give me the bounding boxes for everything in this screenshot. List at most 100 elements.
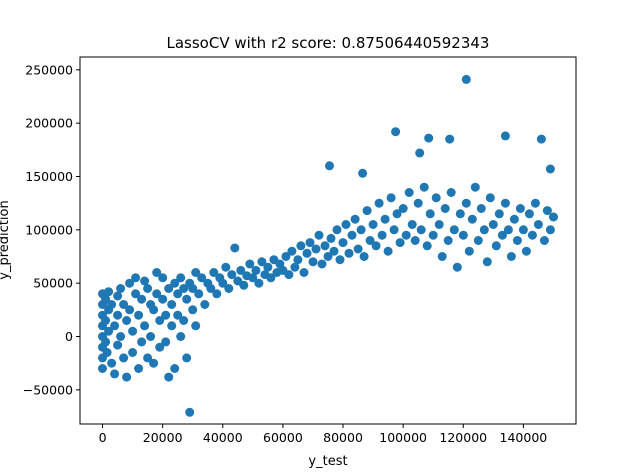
y-tick-label: 150000	[25, 169, 73, 184]
data-point	[494, 209, 504, 219]
data-point	[377, 230, 387, 240]
data-point	[473, 236, 483, 245]
data-point	[140, 276, 150, 286]
data-point	[182, 353, 192, 363]
y-tick-label: −50000	[23, 382, 73, 397]
x-tick-label: 60000	[263, 430, 303, 445]
data-point	[389, 225, 399, 235]
data-point	[110, 369, 120, 379]
x-tick-label: 40000	[203, 430, 243, 445]
data-point	[98, 364, 107, 373]
data-point	[188, 284, 198, 293]
data-point	[302, 248, 312, 258]
data-point	[158, 294, 168, 304]
data-point	[167, 321, 177, 331]
data-point	[368, 220, 378, 229]
axes-frame	[79, 56, 577, 425]
data-point	[395, 238, 405, 248]
data-point	[314, 230, 324, 240]
data-point	[224, 284, 234, 293]
data-point	[146, 332, 156, 341]
data-point	[482, 257, 492, 267]
x-tick-label: 140000	[500, 430, 548, 445]
data-point	[533, 220, 543, 229]
data-point	[527, 230, 537, 240]
data-point	[125, 305, 135, 315]
data-point	[131, 273, 141, 283]
plot-area	[98, 74, 558, 417]
data-point	[230, 243, 240, 253]
data-point	[491, 241, 501, 251]
data-point	[128, 326, 138, 336]
data-point	[467, 214, 477, 224]
y-axis: −50000 0 50000 100000 150000 200000 250000	[23, 62, 80, 397]
data-point	[431, 193, 441, 203]
data-point	[404, 188, 414, 197]
data-point	[191, 321, 201, 331]
data-point	[549, 212, 558, 222]
data-point	[419, 182, 429, 192]
data-point	[401, 230, 411, 240]
data-point	[287, 246, 297, 256]
data-point	[185, 407, 195, 417]
data-point	[407, 220, 417, 229]
data-point	[539, 236, 549, 245]
data-point	[452, 262, 462, 272]
data-point	[101, 316, 111, 325]
data-point	[299, 268, 309, 277]
data-point	[386, 193, 396, 203]
data-point	[398, 204, 408, 213]
data-point	[155, 342, 165, 352]
data-point	[383, 246, 393, 256]
data-point	[371, 241, 381, 251]
data-point	[362, 206, 372, 216]
data-point	[167, 300, 177, 309]
data-point	[290, 262, 300, 272]
data-point	[503, 225, 513, 235]
data-point	[143, 353, 153, 363]
data-point	[284, 270, 294, 280]
data-point	[380, 214, 390, 224]
data-point	[248, 273, 258, 283]
x-tick-label: 0	[99, 430, 107, 445]
data-point	[128, 348, 138, 357]
y-tick-label: 100000	[25, 222, 73, 237]
data-point	[149, 358, 159, 368]
data-point	[344, 248, 354, 258]
x-axis: 0 20000 40000 60000 80000 100000 120000 140000	[99, 424, 548, 445]
data-point	[317, 259, 327, 269]
data-point	[119, 353, 129, 363]
data-point	[455, 209, 465, 219]
data-point	[152, 268, 162, 277]
data-point	[173, 289, 183, 299]
data-point	[206, 284, 216, 293]
data-point	[155, 316, 165, 325]
data-point	[149, 305, 159, 315]
data-point	[305, 238, 315, 248]
data-point	[347, 230, 357, 240]
data-point	[509, 214, 519, 224]
data-point	[104, 326, 114, 336]
y-tick-label: 50000	[33, 276, 73, 291]
data-point	[326, 233, 336, 243]
data-point	[143, 284, 153, 293]
data-point	[191, 268, 201, 277]
data-point	[137, 294, 147, 304]
data-point	[416, 225, 426, 235]
data-point	[415, 148, 425, 158]
data-point	[209, 268, 219, 277]
data-point	[122, 372, 132, 382]
data-point	[437, 252, 447, 261]
data-point	[101, 337, 111, 347]
data-point	[263, 262, 273, 272]
data-point	[200, 300, 210, 309]
data-point	[542, 206, 552, 216]
x-tick-label: 20000	[143, 430, 183, 445]
data-point	[497, 230, 507, 240]
y-tick-label: 0	[65, 329, 73, 344]
x-axis-label: y_test	[308, 454, 347, 469]
data-point	[461, 74, 471, 84]
data-point	[227, 270, 237, 280]
data-point	[434, 220, 444, 229]
data-point	[218, 278, 228, 288]
